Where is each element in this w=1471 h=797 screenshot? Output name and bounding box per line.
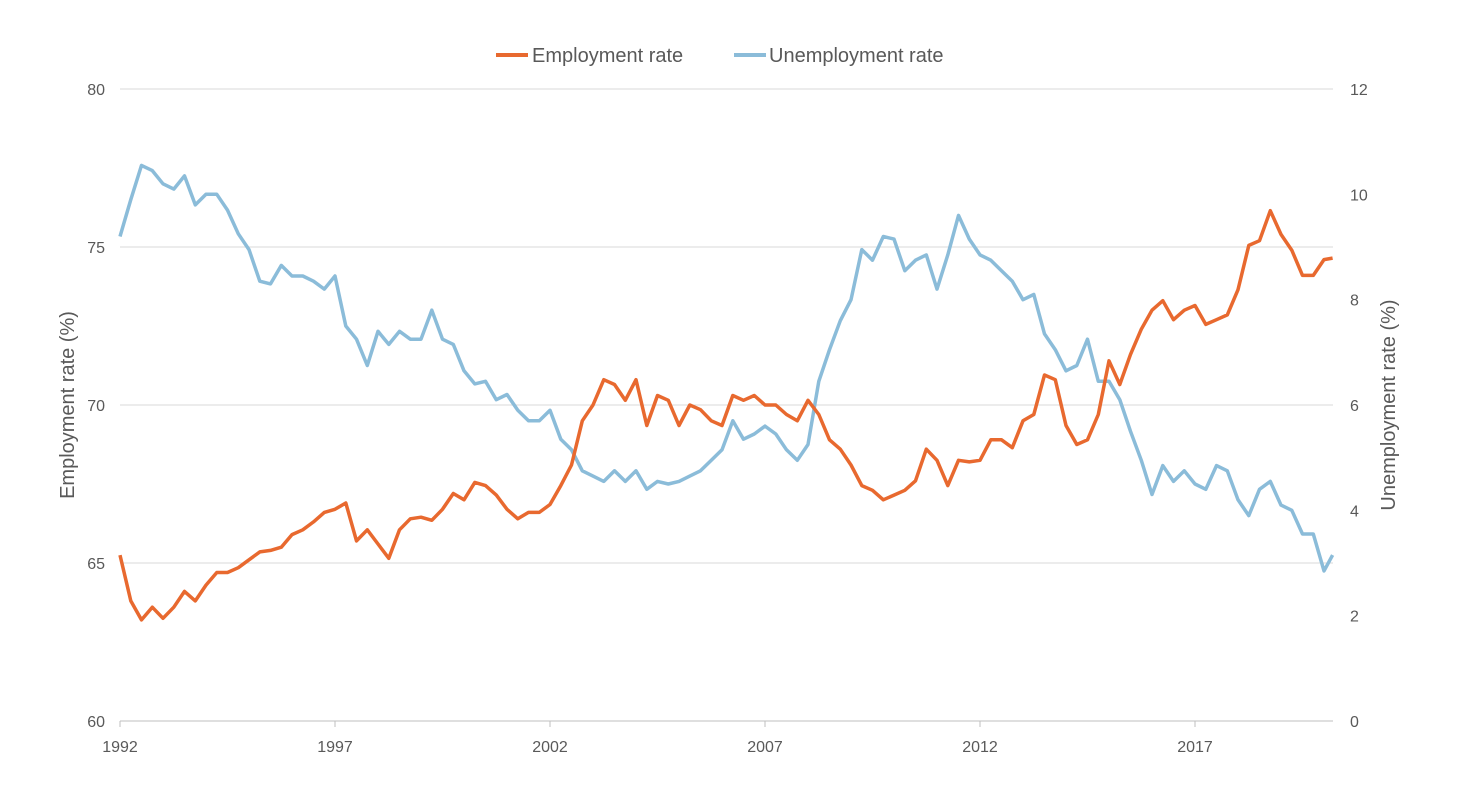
x-tick-label: 2007: [747, 739, 783, 756]
y2-tick-label: 12: [1350, 82, 1368, 99]
series-line-unemployment-rate: [118, 163, 1335, 573]
y2-tick-label: 4: [1350, 503, 1359, 520]
y-tick-label: 75: [87, 240, 105, 257]
y-tick-label: 80: [87, 82, 105, 99]
y2-tick-label: 8: [1350, 293, 1359, 310]
x-tick-label: 2017: [1177, 739, 1213, 756]
y-tick-label: 65: [87, 556, 105, 573]
x-tick-label: 2012: [962, 739, 998, 756]
x-tick-label: 1992: [102, 739, 138, 756]
axes: 60 65 70 75 80 0 2 4 6 8 10 12 1992 1997 2002 2007 2012 2…: [87, 82, 1368, 756]
x-tick-label: 2002: [532, 739, 568, 756]
legend: Employment rate Unemployment rate: [496, 45, 944, 67]
y2-tick-label: 0: [1350, 714, 1359, 731]
series-line-employment-rate: [118, 208, 1333, 622]
y2-tick-label: 6: [1350, 398, 1359, 415]
legend-label-employment: Employment rate: [532, 45, 683, 67]
y2-tick-label: 10: [1350, 187, 1368, 204]
y2-axis-title: Unemployment rate (%): [1378, 299, 1400, 510]
y-tick-label: 70: [87, 398, 105, 415]
y-axis-title: Employment rate (%): [57, 311, 79, 499]
y2-tick-label: 2: [1350, 609, 1359, 626]
x-tick-label: 1997: [317, 739, 353, 756]
legend-label-unemployment: Unemployment rate: [769, 45, 944, 67]
y-tick-label: 60: [87, 714, 105, 731]
series-lines: [118, 163, 1335, 622]
gridlines: [120, 88, 1333, 722]
